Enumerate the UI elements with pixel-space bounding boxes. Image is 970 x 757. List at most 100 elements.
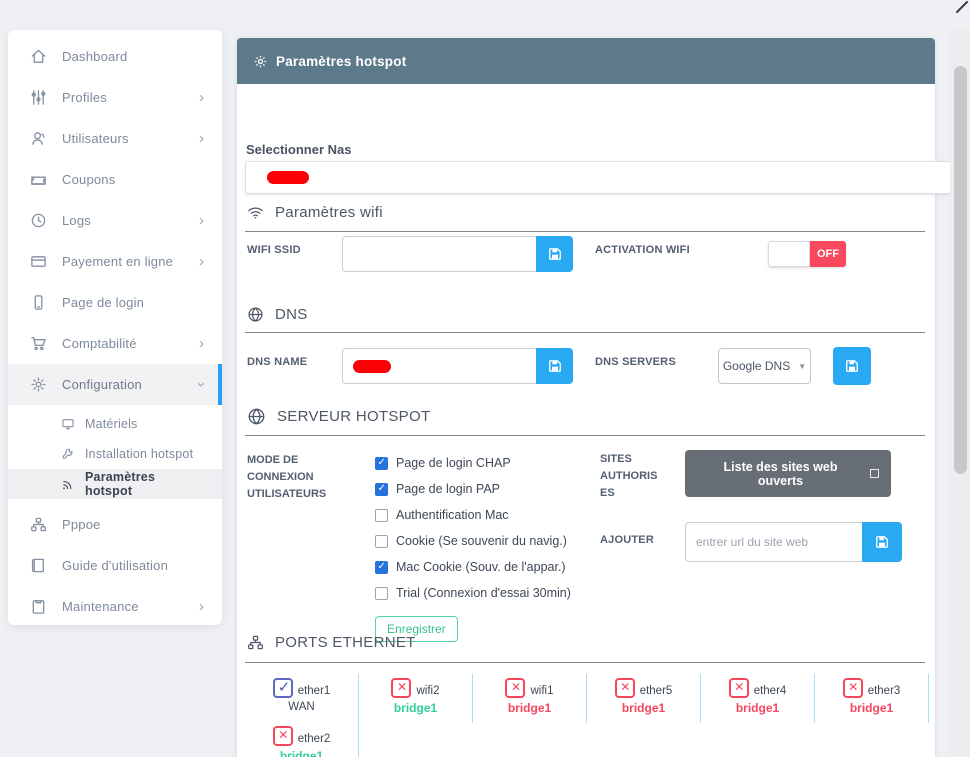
hotspot-settings-card: Paramètres hotspot Selectionner Nas Para…: [237, 38, 951, 757]
checkbox-mac-cookie[interactable]: [375, 560, 388, 574]
caret-down-icon: ▼: [798, 361, 807, 371]
save-icon: [548, 360, 561, 372]
wifi-activation-toggle[interactable]: OFF: [768, 241, 846, 267]
sidebar-item-installation-hotspot[interactable]: Installation hotspot: [8, 439, 222, 469]
checkbox-mac-auth[interactable]: [375, 508, 388, 522]
checkbox-label: Authentification Mac: [396, 508, 509, 522]
dns-name-save-button[interactable]: [536, 348, 573, 384]
sidebar-item-materiels[interactable]: Matériels: [8, 409, 222, 439]
port-status-removed-icon[interactable]: [614, 678, 635, 698]
open-sites-list-button[interactable]: Liste des sites web ouverts: [685, 450, 891, 497]
wifi-ssid-input-group: [342, 236, 573, 272]
enregistrer-button[interactable]: Enregistrer: [375, 616, 458, 642]
port-ether2[interactable]: ether2 bridge1: [245, 722, 359, 757]
sidebar-item-logs[interactable]: Logs ›: [8, 200, 222, 241]
port-ether5[interactable]: ether5 bridge1: [587, 674, 701, 723]
scrollbar-thumb[interactable]: [954, 66, 967, 474]
dns-servers-label: DNS SERVERS: [595, 356, 676, 368]
dns-name-input-group: [342, 348, 573, 384]
checkbox-pap[interactable]: [375, 482, 388, 496]
port-sub-label: bridge1: [621, 701, 666, 715]
checkbox-row: Trial (Connexion d'essai 30min): [375, 582, 571, 604]
checkbox-trial[interactable]: [375, 586, 388, 600]
sidebar-item-payement-en-ligne[interactable]: Payement en ligne ›: [8, 241, 222, 282]
section-divider: [245, 435, 925, 436]
authorized-sites-label: SITES AUTHORISES: [600, 453, 658, 500]
add-site-input-group: entrer url du site web: [685, 522, 902, 562]
sidebar-item-guide-utilisation[interactable]: Guide d'utilisation: [8, 545, 222, 586]
page-title: Paramètres hotspot: [276, 53, 407, 69]
port-wifi2[interactable]: wifi2 bridge1: [359, 674, 473, 723]
monitor-icon: [60, 415, 75, 433]
sidebar-item-comptabilite[interactable]: Comptabilité ›: [8, 323, 222, 364]
dns-servers-save-button[interactable]: [833, 347, 871, 385]
wifi-ssid-input[interactable]: [342, 236, 536, 272]
wifi-ssid-label: WIFI SSID: [247, 244, 301, 256]
checkbox-label: Page de login PAP: [396, 482, 501, 496]
gear-icon: [29, 376, 47, 394]
port-status-removed-icon[interactable]: [391, 678, 412, 698]
port-status-removed-icon[interactable]: [505, 678, 526, 698]
save-icon: [548, 248, 561, 260]
chevron-right-icon: ›: [199, 212, 204, 229]
chevron-right-icon: ›: [199, 598, 204, 615]
wrench-icon: [60, 445, 75, 463]
port-status-removed-icon[interactable]: [842, 678, 863, 698]
port-sub-label: bridge1: [393, 701, 438, 715]
wifi-section-heading: Paramètres wifi: [247, 204, 383, 221]
section-divider: [245, 231, 925, 232]
port-ether4[interactable]: ether4 bridge1: [701, 674, 815, 723]
dns-name-input[interactable]: [342, 348, 536, 384]
sidebar-item-profiles[interactable]: Profiles ›: [8, 77, 222, 118]
add-site-url-input[interactable]: entrer url du site web: [685, 522, 862, 562]
sidebar-item-dashboard[interactable]: Dashboard: [8, 36, 222, 77]
nas-label: Selectionner Nas: [246, 142, 352, 157]
clipboard-icon: [29, 598, 47, 616]
checkbox-row: Authentification Mac: [375, 504, 571, 526]
checkbox-label: Page de login CHAP: [396, 456, 511, 470]
sidebar-item-parametres-hotspot[interactable]: Paramètres hotspot: [8, 469, 222, 499]
chevron-right-icon: ›: [199, 130, 204, 147]
checkbox-chap[interactable]: [375, 456, 388, 470]
users-icon: [29, 130, 47, 148]
ethernet-ports-row-1: ether1 WAN wifi2 bridge1 wifi1 bridge1 e…: [245, 674, 929, 723]
redacted-nas-value: [267, 171, 309, 184]
card-body: Selectionner Nas Paramètres wifi WIFI SS…: [237, 84, 951, 757]
nas-select[interactable]: [245, 161, 951, 194]
checkbox-cookie[interactable]: [375, 534, 388, 548]
rss-icon: [60, 475, 75, 493]
sidebar-item-configuration[interactable]: Configuration ›: [8, 364, 222, 405]
clock-icon: [29, 212, 47, 230]
add-site-save-button[interactable]: [862, 522, 902, 562]
section-divider: [245, 332, 925, 333]
ajouter-label: AJOUTER: [600, 534, 654, 546]
port-ether3[interactable]: ether3 bridge1: [815, 674, 929, 723]
port-status-removed-icon[interactable]: [728, 678, 749, 698]
scrollbar-track[interactable]: [950, 30, 970, 757]
sidebar-item-coupons[interactable]: Coupons: [8, 159, 222, 200]
checkbox-row: Mac Cookie (Souv. de l'appar.): [375, 556, 571, 578]
port-wifi1[interactable]: wifi1 bridge1: [473, 674, 587, 723]
port-status-removed-icon[interactable]: [272, 726, 293, 746]
dns-servers-selected-value: Google DNS: [722, 359, 791, 373]
wifi-ssid-save-button[interactable]: [536, 236, 573, 272]
port-ether1[interactable]: ether1 WAN: [245, 674, 359, 723]
sidebar-item-maintenance[interactable]: Maintenance ›: [8, 586, 222, 625]
save-icon: [876, 536, 888, 548]
dns-name-label: DNS NAME: [247, 356, 308, 368]
chevron-down-icon: ›: [193, 382, 210, 387]
ports-section-heading: PORTS ETHERNET: [247, 634, 416, 651]
pen-cursor-icon: [956, 1, 968, 13]
ticket-icon: [29, 171, 47, 189]
credit-card-icon: [29, 253, 47, 271]
sidebar-item-pppoe[interactable]: Pppoe: [8, 504, 222, 545]
sidebar-item-page-de-login[interactable]: Page de login: [8, 282, 222, 323]
globe-icon: [248, 307, 263, 322]
port-status-checked-icon[interactable]: [272, 678, 293, 698]
gear-icon: [253, 54, 268, 69]
toggle-state-label: OFF: [810, 241, 846, 267]
dns-servers-select[interactable]: Google DNS ▼: [718, 348, 811, 384]
port-sub-label: WAN: [288, 701, 315, 713]
sidebar-item-utilisateurs[interactable]: Utilisateurs ›: [8, 118, 222, 159]
